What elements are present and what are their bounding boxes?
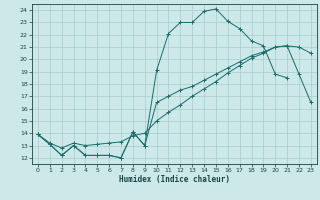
X-axis label: Humidex (Indice chaleur): Humidex (Indice chaleur) (119, 175, 230, 184)
